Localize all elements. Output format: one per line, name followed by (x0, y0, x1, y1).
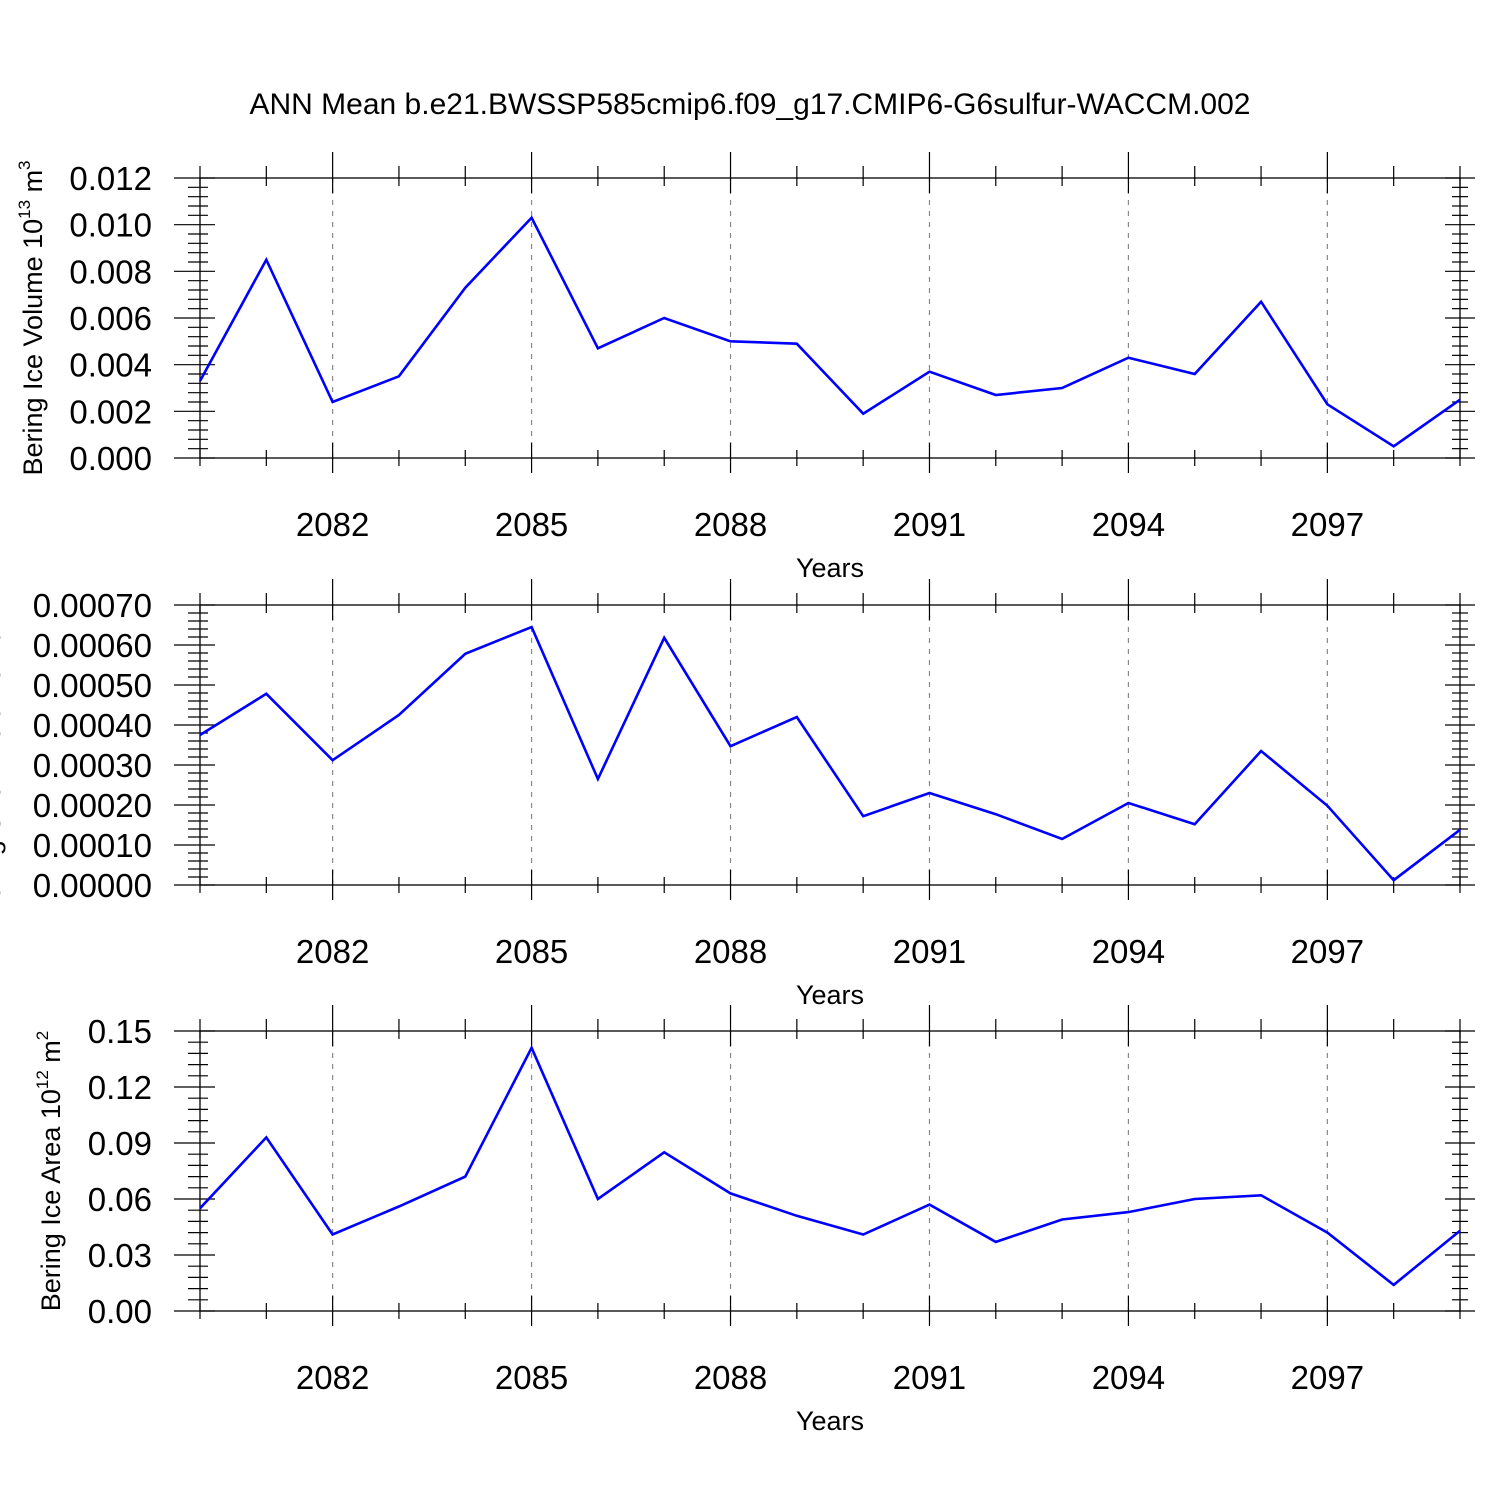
x-tick-label: 2088 (694, 1359, 767, 1396)
plot-frame (199, 1030, 1461, 1312)
x-axis-label: Years (796, 980, 864, 1010)
y-tick-label: 0.15 (88, 1013, 152, 1050)
y-tick-label: 0.00 (88, 1293, 152, 1330)
x-axis-label: Years (796, 1406, 864, 1436)
y-tick-label: 0.06 (88, 1181, 152, 1218)
series-line (199, 625, 1461, 882)
y-tick-label: 0.00030 (33, 747, 152, 784)
y-axis-label: Bering Ice Area 1012 m2 (33, 1031, 66, 1312)
x-tick-label: 2091 (893, 506, 966, 543)
series-line (199, 1044, 1461, 1287)
y-tick-label: 0.004 (69, 347, 152, 384)
x-tick-label: 2091 (893, 933, 966, 970)
x-tick-label: 2097 (1291, 506, 1364, 543)
y-tick-label: 0.00000 (33, 867, 152, 904)
chart-panel-3: 0.00 0.03 0.06 0.09 0.12 0.15 2082 2085 2088 2091… (33, 1005, 1475, 1436)
x-tick-label: 2094 (1092, 1359, 1165, 1396)
x-tick-label: 2097 (1291, 933, 1364, 970)
x-tick-label: 2085 (495, 1359, 568, 1396)
y-tick-label: 0.006 (69, 300, 152, 337)
x-tick-label: 2091 (893, 1359, 966, 1396)
y-tick-label: 0.00040 (33, 707, 152, 744)
y-tick-label: 0.00010 (33, 827, 152, 864)
y-tick-label: 0.000 (69, 440, 152, 477)
y-tick-label: 0.010 (69, 207, 152, 244)
x-tick-label: 2082 (296, 933, 369, 970)
plot-frame (199, 604, 1461, 886)
y-tick-label: 0.012 (69, 160, 152, 197)
x-tick-label: 2088 (694, 933, 767, 970)
y-tick-label: 0.008 (69, 253, 152, 290)
x-tick-label: 2094 (1092, 933, 1165, 970)
x-tick-label: 2097 (1291, 1359, 1364, 1396)
chart-panel-2: 0.000000.000100.000200.000300.000400.000… (0, 572, 1475, 1010)
y-tick-label: 0.12 (88, 1069, 152, 1106)
y-tick-label: 0.002 (69, 393, 152, 430)
x-tick-label: 2094 (1092, 506, 1165, 543)
x-axis-label: Years (796, 553, 864, 583)
y-axis-label: Bering Ice Volume 1013 m3 (15, 160, 48, 475)
series-line (198, 215, 1461, 448)
x-tick-label: 2082 (296, 506, 369, 543)
x-tick-label: 2088 (694, 506, 767, 543)
y-tick-label: 0.00050 (33, 667, 152, 704)
y-axis-label: Bering Snow Volume 1013 m3 (0, 572, 6, 919)
chart-title: ANN Mean b.e21.BWSSP585cmip6.f09_g17.CMI… (250, 88, 1251, 121)
x-tick-label: 2085 (495, 506, 568, 543)
y-tick-label: 0.03 (88, 1237, 152, 1274)
y-tick-label: 0.00060 (33, 627, 152, 664)
x-tick-label: 2082 (296, 1359, 369, 1396)
y-tick-label: 0.00020 (33, 787, 152, 824)
y-tick-label: 0.09 (88, 1125, 152, 1162)
x-tick-label: 2085 (495, 933, 568, 970)
y-tick-label: 0.00070 (33, 587, 152, 624)
chart-panel-1: 0.000 0.002 0.004 0.006 0.008 0.010 0.012 2082 2… (15, 152, 1475, 583)
